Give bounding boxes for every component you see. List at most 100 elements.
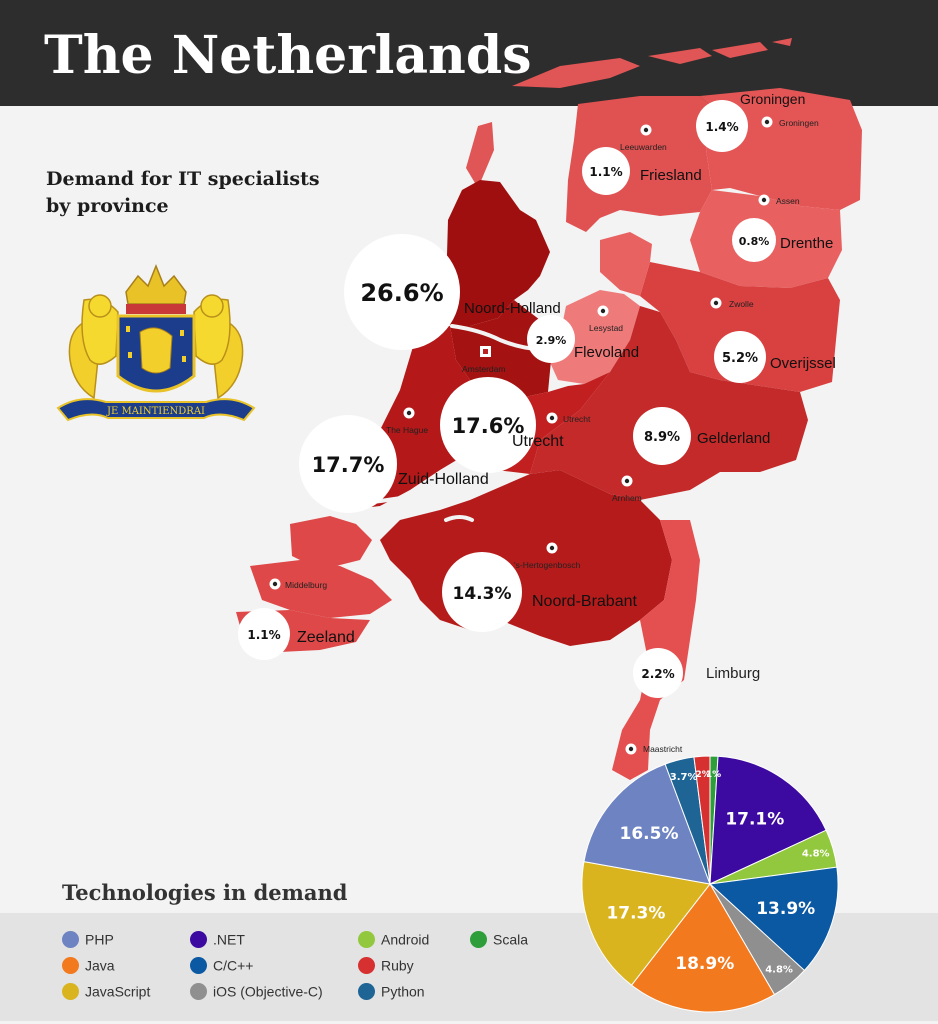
legend-swatch xyxy=(62,930,79,948)
bubble-overijssel: 5.2% Overijssel xyxy=(714,331,836,383)
legend-label: Scala xyxy=(493,931,529,948)
bubble-zeeland: 1.1% Zeeland xyxy=(238,608,355,660)
technology-pie-labels: 1% 17.1% 4.8% 13.9% 4.8% 18.9% 17.3% 16.5% 3.7%2… xyxy=(606,770,829,976)
legend-item-php: PHP xyxy=(62,930,114,948)
svg-text:17.7%: 17.7% xyxy=(312,453,385,477)
svg-text:1.4%: 1.4% xyxy=(705,120,738,134)
legend-label: Python xyxy=(381,983,425,1000)
svg-text:Zeeland: Zeeland xyxy=(297,629,355,646)
svg-text:17.6%: 17.6% xyxy=(452,414,525,438)
city-s-hertogenbosch: 's-Hertogenbosch xyxy=(514,542,581,570)
svg-text:Amsterdam: Amsterdam xyxy=(462,364,505,374)
pie-label-android: 4.8% xyxy=(802,848,830,859)
technology-pie-chart xyxy=(581,755,839,1013)
svg-text:14.3%: 14.3% xyxy=(453,584,512,604)
province-bubbles: 1.4% Groningen 1.1% Friesland 0.8% Drent… xyxy=(238,91,836,698)
legend-item--net: .NET xyxy=(190,930,245,948)
pie-slice-php xyxy=(583,763,711,885)
legend-item-python: Python xyxy=(358,982,425,1000)
city-the-hague: The Hague xyxy=(386,407,428,435)
svg-text:Groningen: Groningen xyxy=(740,91,805,107)
legend-swatch xyxy=(62,982,79,1000)
svg-text:Arnhem: Arnhem xyxy=(612,493,642,503)
pie-label-scala: 1% xyxy=(706,770,721,780)
bubble-flevoland: 2.9% Flevoland xyxy=(527,315,639,363)
legend-label: JavaScript xyxy=(85,983,151,1000)
northeast-provinces xyxy=(530,88,862,500)
legend-swatch xyxy=(190,930,207,948)
legend-swatch xyxy=(190,956,207,974)
svg-text:5.2%: 5.2% xyxy=(722,351,758,366)
svg-text:Middelburg: Middelburg xyxy=(285,580,327,590)
svg-text:JE MAINTIENDRAI: JE MAINTIENDRAI xyxy=(106,406,205,417)
svg-text:Zwolle: Zwolle xyxy=(729,299,754,309)
svg-text:1.1%: 1.1% xyxy=(589,165,622,179)
city-middelburg: Middelburg xyxy=(269,578,327,590)
pie-label-c-c-: 13.9% xyxy=(756,899,815,919)
province-shape-flevoland xyxy=(600,232,652,296)
svg-text:Zuid-Holland: Zuid-Holland xyxy=(398,471,489,488)
svg-text:The Hague: The Hague xyxy=(386,425,428,435)
svg-text:1.1%: 1.1% xyxy=(247,628,280,642)
province-shape-zeeland xyxy=(236,516,392,652)
province-shape-overijssel xyxy=(640,262,840,392)
legend-label: Ruby xyxy=(381,957,414,974)
legend-label: .NET xyxy=(213,931,245,948)
city-leeuwarden: Leeuwarden xyxy=(620,124,667,152)
pie-label-python: 3.7% xyxy=(670,772,698,783)
svg-text:Gelderland: Gelderland xyxy=(697,430,770,447)
svg-text:Noord-Brabant: Noord-Brabant xyxy=(532,593,638,610)
svg-text:Lesystad: Lesystad xyxy=(589,323,623,333)
svg-text:Assen: Assen xyxy=(776,196,800,206)
svg-text:Utrecht: Utrecht xyxy=(563,414,591,424)
legend-label: PHP xyxy=(85,931,114,948)
province-shape-noord-holland xyxy=(446,180,550,326)
legend-swatch xyxy=(358,982,375,1000)
bubble-gelderland: 8.9% Gelderland xyxy=(633,407,770,465)
province-shape-gelderland xyxy=(530,306,808,500)
bubble-groningen: 1.4% Groningen xyxy=(696,91,805,152)
bubble-zuid-holland: 17.7% Zuid-Holland xyxy=(299,415,489,513)
map-subtitle: Demand for IT specialists by province xyxy=(46,168,320,217)
svg-text:Groningen: Groningen xyxy=(779,118,819,128)
pie-slice-c-c- xyxy=(708,866,839,972)
city-assen: Assen xyxy=(758,194,800,206)
svg-text:'s-Hertogenbosch: 's-Hertogenbosch xyxy=(514,560,581,570)
technology-legend: PHP Java JavaScript .NET C/C++ iOS (Objective… xyxy=(62,930,582,1006)
legend-swatch xyxy=(358,956,375,974)
legend-swatch xyxy=(470,930,487,948)
svg-text:Utrecht: Utrecht xyxy=(512,433,564,450)
wadden-islands xyxy=(466,38,792,188)
legend-swatch xyxy=(62,956,79,974)
bubble-friesland: 1.1% Friesland xyxy=(582,147,702,195)
page-title: The Netherlands xyxy=(44,25,532,86)
province-shape-friesland xyxy=(566,96,716,232)
legend-label: C/C++ xyxy=(213,957,254,974)
svg-text:Drenthe: Drenthe xyxy=(780,235,833,252)
pie-label--net: 17.1% xyxy=(725,810,784,830)
legend-item-ruby: Ruby xyxy=(358,956,414,974)
pie-label-php: 16.5% xyxy=(620,824,679,844)
svg-text:Overijssel: Overijssel xyxy=(770,355,836,372)
pie-label-ruby: 2% xyxy=(695,770,710,780)
legend-item-android: Android xyxy=(358,930,429,948)
legend-item-java: Java xyxy=(62,956,115,974)
pie-slice-ruby xyxy=(693,755,711,885)
city-zwolle: Zwolle xyxy=(710,297,754,309)
svg-text:8.9%: 8.9% xyxy=(644,430,680,445)
svg-text:Limburg: Limburg xyxy=(706,665,760,682)
svg-text:2.9%: 2.9% xyxy=(536,334,567,347)
svg-text:26.6%: 26.6% xyxy=(360,279,443,307)
bubble-drenthe: 0.8% Drenthe xyxy=(732,218,833,262)
city-arnhem: Arnhem xyxy=(612,475,642,503)
coat-of-arms-emblem: JE MAINTIENDRAI xyxy=(56,263,256,422)
svg-text:0.8%: 0.8% xyxy=(739,235,770,248)
legend-item-ios-objective-c-: iOS (Objective-C) xyxy=(190,982,323,1000)
legend-swatch xyxy=(358,930,375,948)
bubble-noord-holland: 26.6% Noord-Holland xyxy=(344,234,561,350)
province-shape-amsterdam-area xyxy=(450,300,552,398)
svg-text:Maastricht: Maastricht xyxy=(643,744,683,754)
city-utrecht: Utrecht xyxy=(546,412,591,424)
legend-label: Android xyxy=(381,931,430,948)
